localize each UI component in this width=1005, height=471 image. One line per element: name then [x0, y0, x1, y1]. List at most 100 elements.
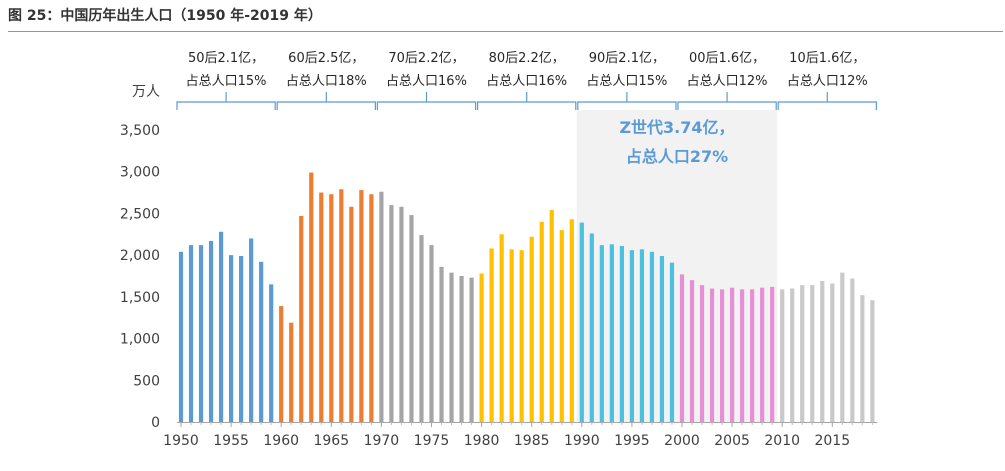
- bar-1988: [559, 230, 564, 422]
- x-tick-label: 2010: [764, 433, 800, 449]
- generation-braces-layer: [176, 92, 877, 110]
- bar-2014: [820, 281, 825, 422]
- x-tick-label: 1985: [514, 433, 550, 449]
- axes-layer: 0 500 1,000 1,500 2,000 2,500 3,000 3,500 万人 1950…: [120, 84, 878, 449]
- bar-1969: [369, 194, 374, 422]
- generation-brace: [577, 92, 677, 110]
- bar-1996: [639, 249, 645, 422]
- y-tick-label: 1,500: [120, 290, 160, 306]
- bar-1987: [549, 210, 554, 422]
- figure-title: 图 25：中国历年出生人口（1950 年-2019 年）: [8, 8, 322, 24]
- x-tick-label: 1965: [313, 433, 349, 449]
- x-tick-label: 1990: [564, 433, 600, 449]
- bar-1989: [569, 219, 574, 422]
- bar-1974: [419, 235, 424, 422]
- bar-2017: [850, 278, 855, 422]
- labels-layer: 50后2.1亿， 占总人口15% 60后2.5亿， 占总人口18% 70后2.2亿， 占总…: [186, 51, 868, 166]
- bar-2001: [689, 280, 695, 422]
- bar-1983: [509, 249, 514, 422]
- bar-1984: [519, 250, 524, 422]
- y-tick-label: 2,000: [120, 248, 160, 264]
- bar-2004: [719, 289, 725, 422]
- bar-1981: [489, 248, 494, 422]
- generation-label-line1: 50后2.1亿，: [188, 51, 264, 66]
- bar-1977: [449, 272, 454, 422]
- bar-1957: [249, 238, 254, 422]
- bar-2008: [760, 287, 765, 422]
- bar-1968: [359, 190, 364, 422]
- bar-2006: [740, 289, 745, 422]
- y-tick-label: 3,000: [120, 165, 160, 181]
- bar-1961: [289, 322, 294, 422]
- bar-2018: [860, 295, 865, 422]
- bar-1971: [389, 205, 394, 422]
- bars-layer: [178, 172, 875, 422]
- bar-2016: [840, 272, 845, 422]
- generation-label-line2: 占总人口18%: [286, 74, 367, 89]
- bar-1978: [459, 276, 464, 422]
- z-generation-label-line2: 占总人口27%: [626, 147, 728, 166]
- bar-1960: [279, 306, 284, 422]
- bar-2009: [770, 286, 775, 422]
- generation-brace: [476, 92, 577, 110]
- generation-label-line1: 10后1.6亿，: [789, 51, 865, 66]
- y-tick-label: 2,500: [120, 206, 160, 222]
- generation-label-line2: 占总人口12%: [687, 74, 768, 89]
- bar-2010: [780, 289, 785, 422]
- generation-brace: [376, 92, 477, 110]
- y-tick-label: 3,500: [120, 123, 160, 139]
- bar-2019: [870, 300, 875, 422]
- bar-2013: [810, 285, 815, 422]
- bar-1993: [609, 244, 614, 422]
- bar-1998: [659, 255, 665, 422]
- bar-1951: [188, 245, 194, 422]
- bar-1965: [329, 194, 334, 422]
- generation-label-line2: 占总人口15%: [186, 74, 267, 89]
- bar-1992: [599, 245, 604, 422]
- bar-1964: [319, 192, 324, 422]
- x-tick-label: 1950: [163, 433, 199, 449]
- x-tick-label: 1995: [614, 433, 650, 449]
- bar-1956: [239, 255, 244, 422]
- bar-1980: [479, 273, 484, 422]
- z-generation-label-line1: Z世代3.74亿，: [619, 118, 734, 137]
- bar-2011: [790, 288, 795, 422]
- bar-1991: [589, 233, 594, 422]
- generation-brace: [176, 92, 276, 110]
- bar-2012: [800, 285, 805, 422]
- x-tick-label: 1955: [213, 433, 249, 449]
- bar-1994: [619, 245, 624, 422]
- bar-1966: [339, 189, 344, 422]
- y-tick-label: 1,000: [120, 332, 160, 348]
- bar-1995: [629, 250, 634, 422]
- bar-1999: [669, 262, 675, 422]
- bar-1962: [299, 215, 304, 422]
- bar-1975: [429, 245, 434, 422]
- title-rule: [8, 31, 1003, 32]
- bar-1970: [379, 191, 384, 422]
- bar-2000: [679, 274, 685, 422]
- bar-1958: [259, 261, 264, 422]
- bar-1959: [269, 284, 274, 422]
- x-tick-label: 1975: [414, 433, 450, 449]
- x-tick-label: 2005: [714, 433, 750, 449]
- x-tick-label: 1970: [364, 433, 400, 449]
- generation-brace: [677, 92, 777, 110]
- bar-1953: [208, 240, 214, 422]
- bar-1955: [229, 255, 234, 422]
- generation-brace: [276, 92, 376, 110]
- x-tick-label: 2015: [814, 433, 850, 449]
- bar-1973: [409, 215, 414, 422]
- bar-1990: [579, 222, 584, 422]
- generation-label-line1: 80后2.2亿，: [489, 51, 565, 66]
- generation-label-line1: 00后1.6亿，: [689, 51, 765, 66]
- generation-label-line2: 占总人口15%: [586, 74, 667, 89]
- generation-label-line2: 占总人口16%: [486, 74, 567, 89]
- bar-2015: [830, 283, 835, 422]
- bar-1997: [649, 251, 655, 422]
- bar-1979: [469, 277, 474, 422]
- bar-1982: [499, 234, 504, 422]
- x-tick-label: 1960: [263, 433, 299, 449]
- y-axis-unit-label: 万人: [132, 84, 160, 100]
